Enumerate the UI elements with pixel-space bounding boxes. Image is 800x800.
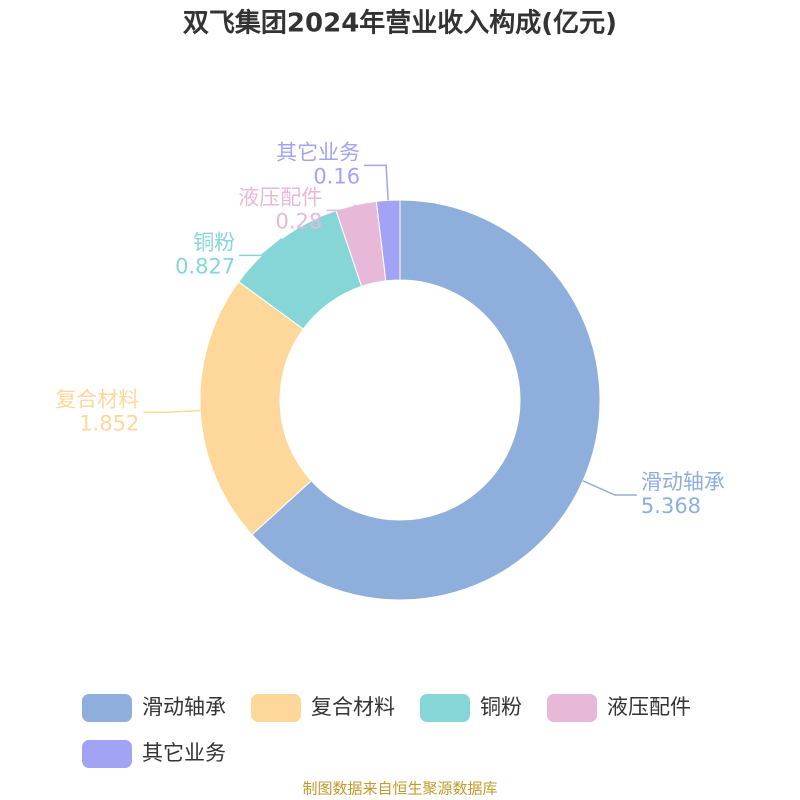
legend-label: 液压配件 <box>607 695 691 719</box>
leader-line <box>364 164 389 201</box>
donut-slice <box>375 199 401 282</box>
legend-swatch <box>251 694 301 722</box>
chart-title: 双飞集团2024年营业收入构成(亿元) <box>183 8 617 39</box>
slice-value: 0.827 <box>175 254 235 278</box>
legend-label: 复合材料 <box>311 695 395 719</box>
leader-line <box>143 409 201 414</box>
legend-label: 滑动轴承 <box>142 695 226 719</box>
legend-swatch <box>82 740 132 768</box>
legend-label: 其它业务 <box>142 741 226 765</box>
slice-value: 0.16 <box>313 164 360 188</box>
legend-swatch <box>547 694 597 722</box>
slice-value: 5.368 <box>641 494 701 518</box>
source-note: 制图数据来自恒生聚源数据库 <box>302 780 497 798</box>
slice-value: 1.852 <box>79 411 139 435</box>
slice-value: 0.28 <box>275 209 322 233</box>
slice-label: 滑动轴承 <box>641 470 725 494</box>
legend-swatch <box>82 694 132 722</box>
donut-slice <box>199 281 312 536</box>
leader-line <box>582 480 637 496</box>
slice-label: 复合材料 <box>55 387 139 411</box>
legend-label: 铜粉 <box>480 695 522 719</box>
legend-swatch <box>420 694 470 722</box>
slice-label: 液压配件 <box>238 185 322 209</box>
donut-slice <box>251 199 601 601</box>
slice-label: 铜粉 <box>193 230 235 254</box>
slice-label: 其它业务 <box>276 140 360 164</box>
leader-line <box>326 204 357 212</box>
leader-line <box>239 238 283 257</box>
